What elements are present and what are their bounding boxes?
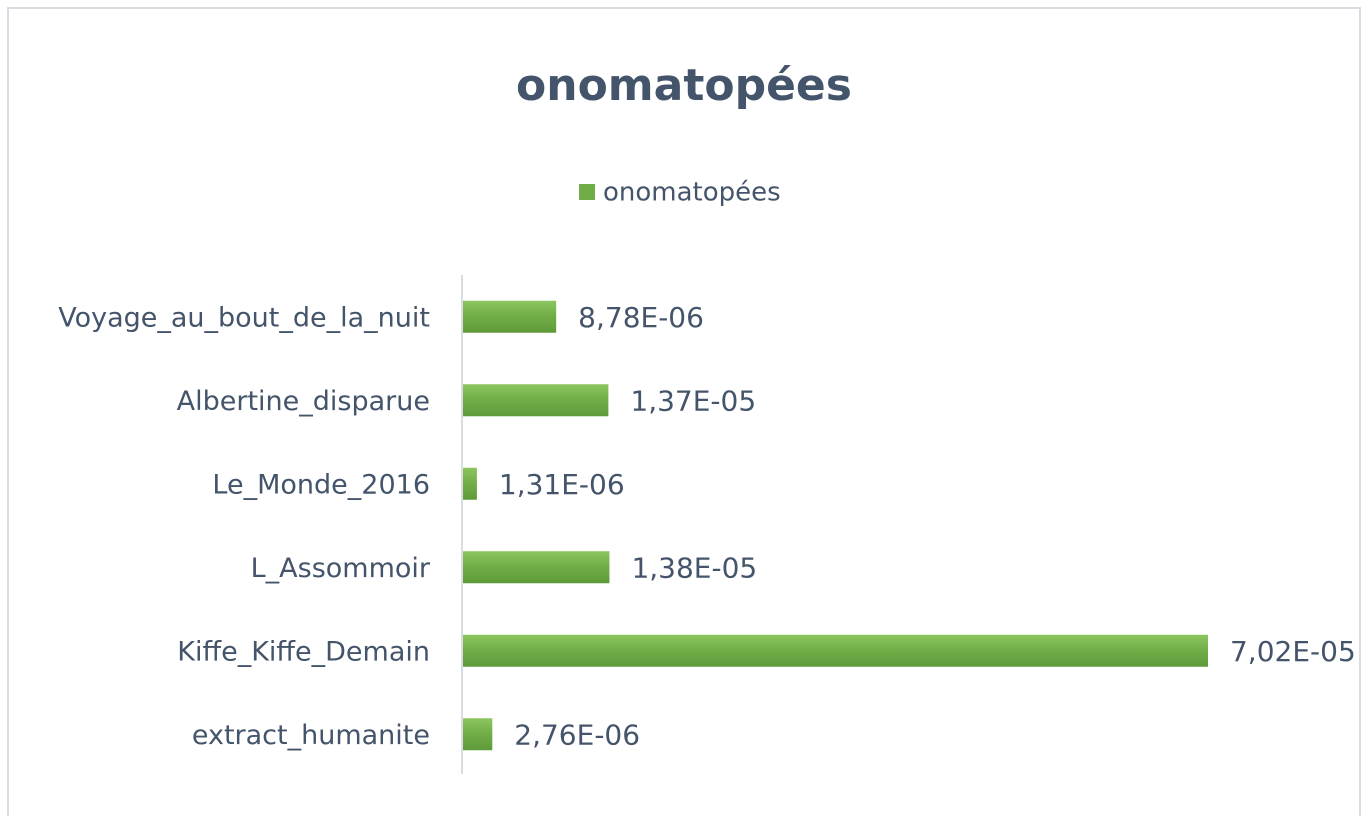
y-tick-label: L_Assommoir (251, 553, 431, 584)
data-label: 8,78E-06 (578, 301, 704, 334)
data-label: 1,38E-05 (631, 551, 757, 584)
data-label: 1,31E-06 (499, 468, 625, 501)
y-tick-label: Albertine_disparue (177, 386, 430, 417)
data-label: 1,37E-05 (630, 384, 756, 417)
y-tick-label: Le_Monde_2016 (212, 469, 430, 500)
bar (463, 384, 609, 417)
bar (463, 634, 1208, 667)
data-label: 7,02E-05 (1230, 635, 1356, 668)
chart-frame (7, 7, 1361, 816)
bar (463, 718, 493, 751)
legend-label: onomatopées (603, 178, 781, 208)
legend-swatch (579, 184, 595, 200)
bar (463, 467, 477, 500)
bar (463, 300, 557, 333)
y-tick-label: Voyage_au_bout_de_la_nuit (58, 302, 430, 333)
chart-title: onomatopées (516, 60, 852, 111)
data-label: 2,76E-06 (514, 718, 640, 751)
y-tick-label: Kiffe_Kiffe_Demain (177, 636, 430, 667)
y-tick-label: extract_humanite (192, 720, 430, 751)
bar (463, 551, 610, 584)
